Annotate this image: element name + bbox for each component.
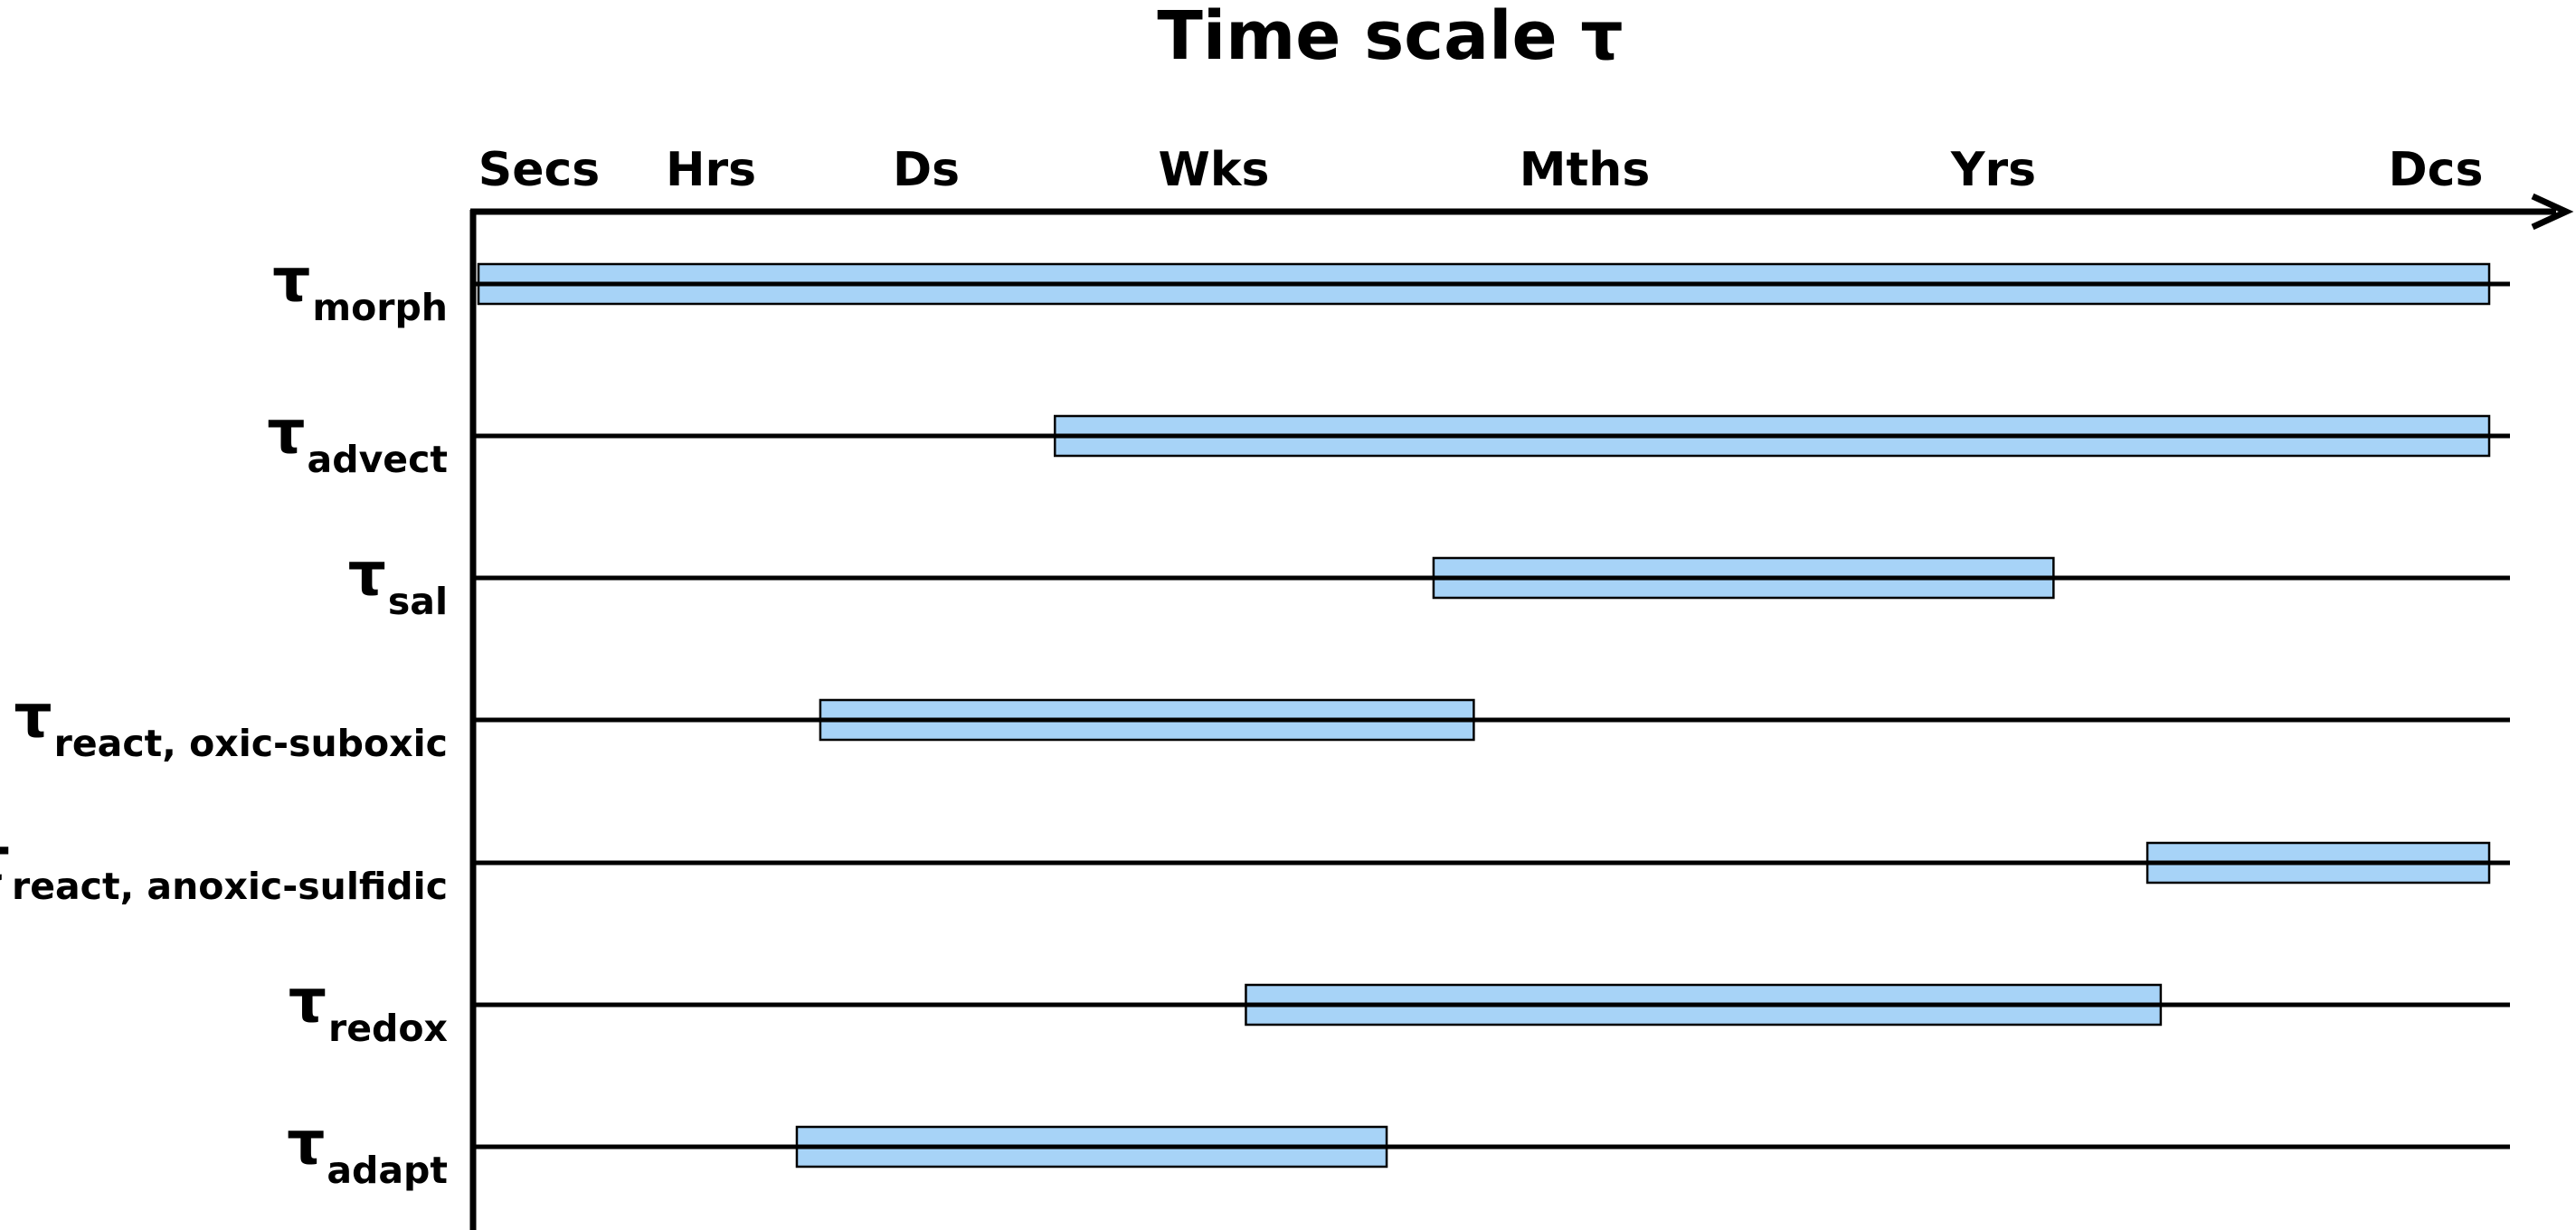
- chart-title: Time scale τ: [1157, 0, 1623, 75]
- timescale-row: τredox: [289, 966, 2510, 1050]
- tau-symbol: τ: [0, 824, 10, 894]
- row-label: τredox: [289, 966, 448, 1050]
- row-subscript: adapt: [327, 1149, 448, 1192]
- x-tick-label: Wks: [1159, 143, 1270, 197]
- tau-symbol: τ: [272, 245, 310, 315]
- x-tick-label: Hrs: [666, 143, 756, 197]
- timescale-row: τreact, oxic-suboxic: [14, 681, 2510, 765]
- timescale-row: τadvect: [267, 397, 2510, 481]
- timescale-row: τsal: [348, 539, 2510, 623]
- row-label: τreact, oxic-suboxic: [14, 681, 448, 765]
- row-label: τmorph: [272, 245, 448, 329]
- row-subscript: advect: [308, 438, 448, 481]
- row-subscript: morph: [312, 286, 448, 329]
- timescale-row: τmorph: [272, 245, 2510, 329]
- row-label: τsal: [348, 539, 448, 623]
- tau-symbol: τ: [348, 539, 386, 609]
- row-label: τadvect: [267, 397, 448, 481]
- tau-symbol: τ: [14, 681, 52, 751]
- row-label: τreact, anoxic-sulfidic: [0, 824, 448, 908]
- timescale-row: τadapt: [287, 1108, 2510, 1192]
- row-subscript: sal: [388, 580, 448, 623]
- x-tick-labels: Secs Hrs Ds Wks Mths Yrs Dcs: [478, 143, 2484, 197]
- x-tick-label: Yrs: [1950, 143, 2036, 197]
- row-subscript: redox: [328, 1007, 448, 1050]
- timescale-row: τreact, anoxic-sulfidic: [0, 824, 2510, 908]
- x-tick-label: Dcs: [2389, 143, 2484, 197]
- tau-symbol: τ: [287, 1108, 325, 1178]
- x-tick-label: Secs: [478, 143, 601, 197]
- tau-symbol: τ: [267, 397, 305, 467]
- tau-symbol: τ: [289, 966, 327, 1036]
- x-tick-label: Ds: [893, 143, 960, 197]
- x-tick-label: Mths: [1520, 143, 1651, 197]
- row-label: τadapt: [287, 1108, 448, 1192]
- row-subscript: react, oxic-suboxic: [54, 722, 448, 765]
- x-axis-arrowhead: [2531, 193, 2574, 231]
- row-subscript: react, anoxic-sulfidic: [12, 865, 448, 908]
